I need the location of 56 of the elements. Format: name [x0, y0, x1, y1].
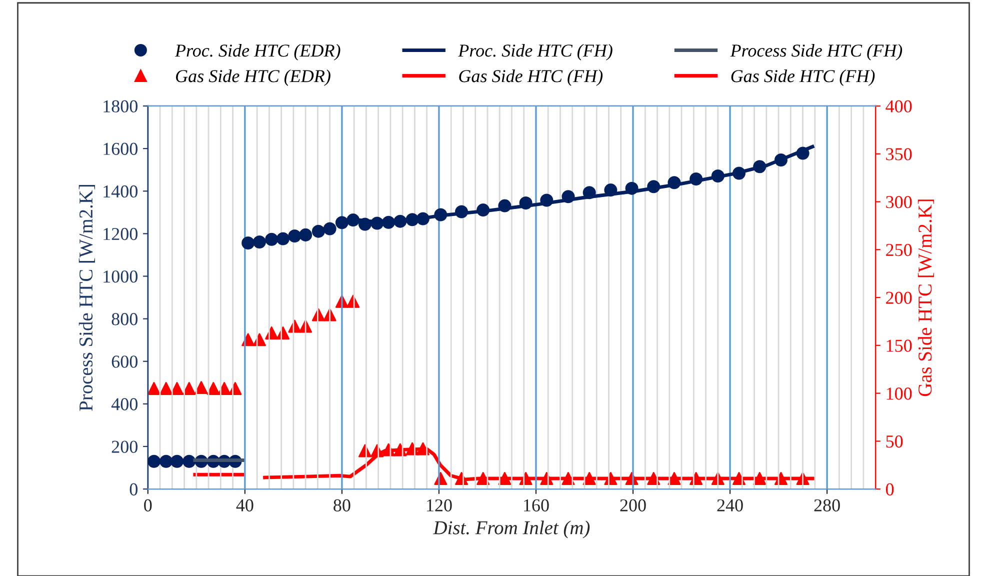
point [182, 454, 196, 468]
point [335, 216, 348, 230]
point [265, 232, 278, 246]
point [170, 454, 184, 468]
legend-label: Proc. Side HTC (FH) [458, 44, 612, 60]
y-tick-label: 400 [111, 398, 138, 410]
y-axis-title: Process Side HTC [W/m2.K] [78, 184, 95, 411]
y-tick-label: 200 [112, 440, 138, 453]
y-tick-label: 1200 [104, 228, 138, 240]
point [194, 381, 208, 394]
point [323, 222, 336, 236]
y2-tick-label: 300 [886, 196, 912, 208]
x-tick-label: 200 [620, 499, 646, 512]
point [160, 454, 173, 468]
x-axis-title: Dist. From Inlet (m) [433, 520, 590, 538]
y-tick-label: 1000 [104, 270, 138, 283]
legend-label: Gas Side HTC (FH) [731, 70, 875, 86]
point [160, 382, 173, 395]
y2-tick-label: 250 [886, 244, 912, 256]
point [312, 224, 325, 238]
y2-tick-label: 150 [886, 340, 912, 352]
legend-label: Process Side HTC (FH) [730, 44, 902, 60]
point [252, 235, 266, 248]
point [288, 230, 302, 243]
point [148, 454, 160, 468]
point [252, 333, 266, 346]
point [170, 382, 184, 395]
legend-label: Proc. Side HTC (EDR) [174, 44, 340, 60]
y-tick-label: 600 [112, 356, 138, 368]
x-tick-label: 40 [236, 499, 254, 512]
point [148, 382, 160, 395]
point [182, 382, 196, 395]
x-tick-label: 160 [524, 499, 549, 512]
point [299, 228, 312, 242]
y2-tick-label: 400 [886, 100, 912, 112]
y2-tick-label: 350 [886, 148, 912, 160]
y-tick-label: 800 [112, 313, 138, 326]
y-tick-label: 1400 [104, 185, 138, 198]
y2-axis-title: Gas Side HTC [W/m2.K] [918, 200, 934, 396]
y2-tick-label: 0 [886, 483, 894, 496]
y-tick-label: 0 [130, 483, 138, 496]
point [206, 382, 220, 395]
y-tick-label: 1600 [104, 142, 138, 155]
point [242, 236, 255, 250]
x-tick-label: 240 [717, 499, 743, 512]
x-tick-label: 120 [427, 499, 452, 512]
y2-tick-label: 100 [886, 388, 912, 400]
y-tick-label: 1800 [104, 100, 138, 112]
legend-label: Gas Side HTC (EDR) [176, 70, 330, 86]
y2-tick-label: 200 [886, 292, 912, 304]
x-tick-label: 280 [814, 499, 840, 512]
legend-label: Gas Side HTC (FH) [459, 70, 603, 86]
x-tick-label: 80 [334, 499, 350, 512]
y2-tick-label: 50 [886, 435, 903, 448]
point [276, 232, 290, 246]
x-tick-label: 0 [144, 499, 152, 512]
